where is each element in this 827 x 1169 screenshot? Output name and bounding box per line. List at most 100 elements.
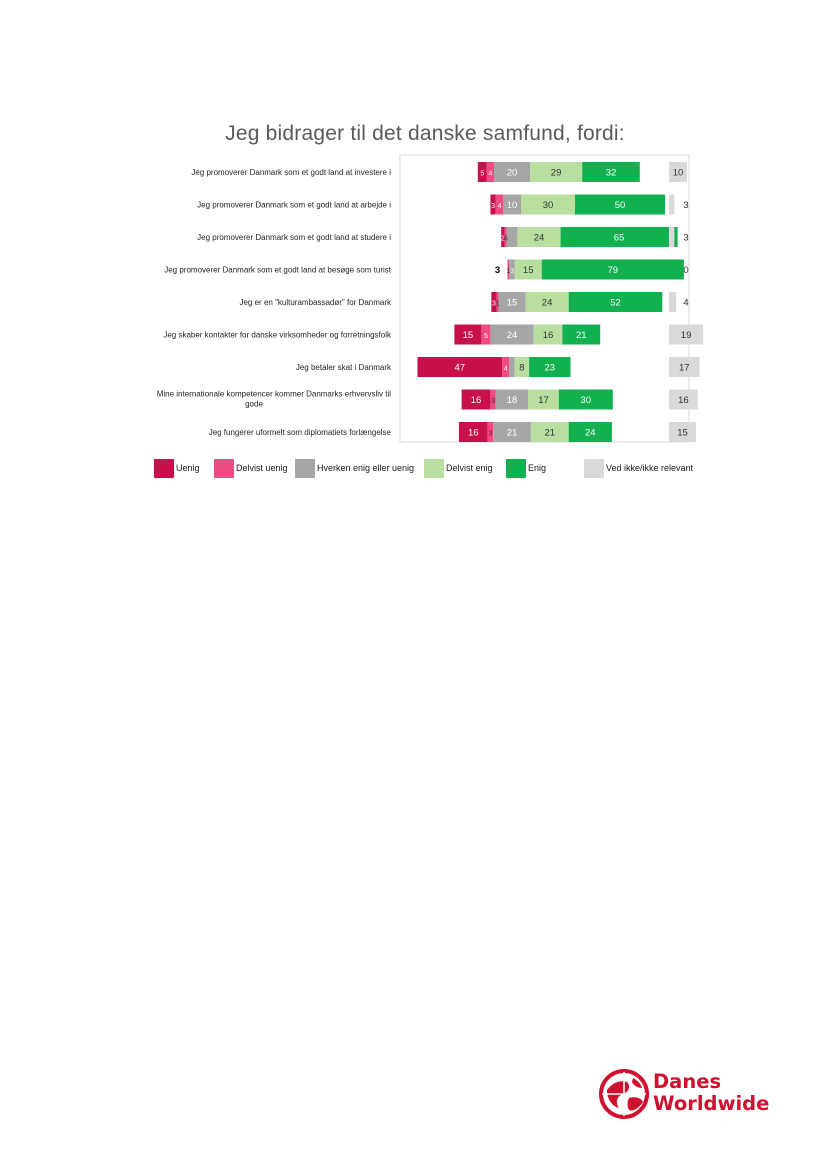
data-label-ved-ikke: 4 — [683, 298, 688, 309]
bar-segment-enig — [562, 324, 601, 345]
legend-label: Delvist uenig — [236, 463, 288, 473]
legend-item: Uenig — [154, 458, 200, 478]
category-label: Jeg er en "kulturambassadør" for Danmark — [239, 298, 392, 307]
data-label-ved-ikke: 3 — [683, 200, 688, 211]
bar-segment-enig — [568, 422, 612, 442]
bar-segment-hverken-enig-eller-uenig — [503, 194, 521, 215]
bar-segment-enig — [558, 389, 613, 410]
data-label-ved-ikke: 19 — [681, 330, 692, 341]
bar-segment-enig — [529, 357, 571, 377]
bar-segment-enig — [541, 259, 684, 280]
bar-segment-ved-ikke — [669, 389, 698, 410]
bar-segment-uenig — [458, 422, 488, 442]
legend-swatch — [295, 458, 315, 478]
data-label: 3 — [491, 203, 495, 210]
bar-segment-uenig — [491, 292, 497, 312]
bars — [417, 162, 704, 442]
bar-segment-hverken-enig-eller-uenig — [509, 357, 515, 377]
bar-segment-ved-ikke — [669, 357, 700, 377]
globe-logo-icon — [599, 1069, 649, 1119]
data-label: 21 — [545, 428, 556, 439]
bar-segment-delvist-uenig — [502, 357, 510, 377]
data-label: 1 — [496, 301, 500, 308]
data-label-ved-ikke: 0 — [683, 265, 688, 276]
bar-segment-delvist-enig — [528, 389, 559, 410]
legend: Uenig Delvist uenig Hverken enig eller uen… — [154, 458, 714, 480]
data-label: 65 — [614, 233, 625, 244]
legend-swatch — [214, 458, 234, 478]
data-label: 24 — [534, 233, 545, 244]
outside-label: 3 — [495, 265, 500, 276]
danes-worldwide-logo: Danes Worldwide — [599, 1068, 779, 1120]
legend-swatch — [506, 458, 526, 478]
data-label: 15 — [463, 330, 474, 341]
legend-label: Ved ikke/ikke relevant — [606, 463, 694, 473]
bar-segment-delvist-uenig — [481, 324, 491, 345]
legend-label: Uenig — [176, 463, 200, 473]
category-label: Jeg fungerer uformelt som diplomatiets f… — [209, 428, 392, 437]
data-label: 2 — [501, 236, 505, 243]
bar-segment-delvist-enig — [530, 422, 569, 442]
bar-segment-delvist-enig — [525, 292, 569, 312]
bar-segment-ved-ikke — [669, 227, 675, 247]
bar-segment-delvist-uenig — [496, 292, 499, 312]
bar-segment-hverken-enig-eller-uenig — [506, 227, 518, 247]
data-label: 24 — [542, 298, 553, 309]
bar-segment-uenig — [490, 194, 496, 215]
data-label: 4 — [497, 203, 501, 210]
bar-segment-delvist-uenig — [486, 162, 494, 182]
category-label: Jeg promoverer Danmark som et godt land … — [191, 168, 391, 177]
logo-word-worldwide: Worldwide — [653, 1092, 770, 1115]
data-label: 50 — [615, 200, 626, 211]
bar-segment-uenig — [454, 324, 482, 345]
bar-segment-enig — [560, 227, 678, 247]
data-label: 32 — [606, 168, 617, 179]
bar-segment-delvist-enig — [533, 324, 563, 345]
data-label-ved-ikke: 17 — [679, 363, 690, 374]
data-label: 16 — [471, 395, 482, 406]
bar-segment-uenig — [417, 357, 503, 377]
data-label: 16 — [543, 330, 554, 341]
data-label: 52 — [610, 298, 621, 309]
bar-segment-delvist-uenig — [504, 227, 507, 247]
bar-segment-delvist-enig — [530, 162, 583, 182]
legend-swatch — [424, 458, 444, 478]
data-label: 8 — [519, 363, 524, 374]
bar-segment-delvist-enig — [514, 259, 542, 280]
data-label: 17 — [538, 395, 549, 406]
data-label: 18 — [507, 395, 518, 406]
bar-segment-delvist-uenig — [507, 259, 510, 280]
data-label: 10 — [507, 200, 518, 211]
legend-swatch — [154, 458, 174, 478]
data-label: 15 — [507, 298, 518, 309]
data-label-ved-ikke: 10 — [673, 168, 684, 179]
category-labels: Jeg promoverer Danmark som et godt land … — [157, 168, 392, 437]
data-label: 29 — [551, 168, 562, 179]
data-label: 5 — [480, 171, 484, 178]
bar-segment-ved-ikke — [669, 194, 675, 215]
bar-segment-ved-ikke — [669, 162, 687, 182]
data-label: 47 — [455, 363, 466, 374]
legend-item: Ved ikke/ikke relevant — [584, 458, 693, 478]
legend-label: Enig — [528, 463, 547, 473]
bar-segment-hverken-enig-eller-uenig — [509, 259, 515, 280]
data-label: 6 — [504, 236, 508, 243]
bar-segment-enig — [582, 162, 640, 182]
data-label: 1 — [506, 268, 510, 275]
data-label: 5 — [484, 333, 488, 340]
bar-segment-enig — [575, 194, 665, 215]
bar-segment-ved-ikke — [669, 292, 677, 312]
bar-segment-delvist-uenig — [487, 422, 494, 442]
bar-segment-hverken-enig-eller-uenig — [498, 292, 526, 312]
category-label: Jeg promoverer Danmark som et godt land … — [164, 266, 392, 275]
data-label: 21 — [576, 330, 587, 341]
bar-segment-uenig — [461, 389, 491, 410]
data-label: 23 — [545, 363, 556, 374]
data-label: 3 — [510, 268, 514, 275]
bar-segment-uenig — [501, 227, 505, 247]
bar-segment-hverken-enig-eller-uenig — [490, 324, 534, 345]
category-label: Jeg promoverer Danmark som et godt land … — [197, 233, 391, 242]
bar-segment-ved-ikke — [669, 422, 696, 442]
data-label: 79 — [608, 265, 619, 276]
legend-swatch — [584, 458, 604, 478]
